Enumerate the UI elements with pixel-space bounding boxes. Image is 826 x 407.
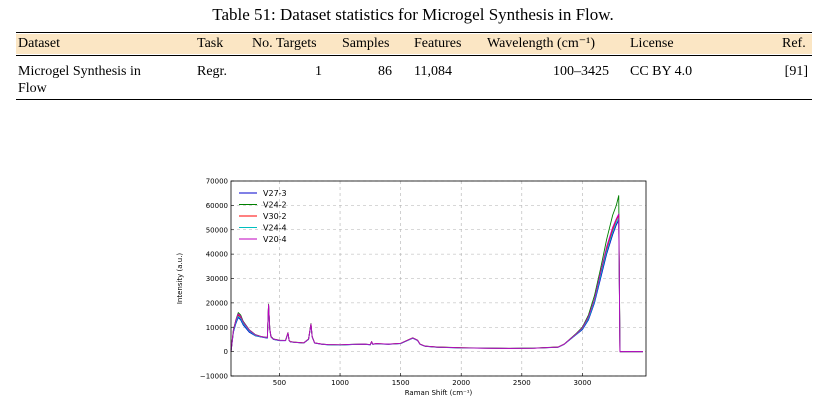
- cell-ref: [91]: [784, 64, 808, 79]
- chart-svg: 500 1000 1500 2000 2500 3000 −10000 0 10000 20000…: [176, 178, 647, 397]
- cell-license: CC BY 4.0: [630, 64, 693, 79]
- series-line-v20-4: [230, 213, 643, 353]
- x-axis-label: Raman Shift (cm⁻¹): [405, 389, 473, 397]
- legend-label: V30-2: [263, 212, 287, 221]
- cell-task: Regr.: [197, 64, 227, 79]
- cell-features: 11,084: [414, 64, 452, 79]
- header-license: License: [630, 36, 674, 51]
- series-line-v27-3: [230, 219, 643, 353]
- cell-wavelength: 100–3425: [553, 64, 609, 79]
- y-tick-label: 30000: [206, 275, 228, 283]
- y-tick-label: 60000: [206, 202, 228, 210]
- header-ref: Ref.: [782, 36, 806, 51]
- header-no-targets: No. Targets: [252, 36, 317, 51]
- table-header-band: [16, 34, 812, 54]
- x-tick-label: 500: [273, 379, 286, 387]
- series-layer: [230, 195, 643, 353]
- header-dataset: Dataset: [18, 36, 60, 51]
- header-task: Task: [197, 36, 224, 51]
- y-axis-label: Intensity (a.u.): [176, 253, 184, 305]
- series-line-v24-2: [230, 195, 643, 353]
- legend-label: V24-2: [263, 201, 287, 210]
- y-tick-label: 50000: [206, 226, 228, 234]
- cell-dataset: Microgel Synthesis in Flow: [18, 63, 141, 97]
- x-tick-label: 2000: [452, 379, 470, 387]
- y-tick-label: 10000: [206, 324, 228, 332]
- table-header-rule: [16, 55, 812, 56]
- legend-label: V20-4: [263, 235, 287, 244]
- x-tick-label: 1000: [331, 379, 349, 387]
- x-tick-label: 3000: [573, 379, 591, 387]
- raman-spectra-chart: 500 1000 1500 2000 2500 3000 −10000 0 10000 20000…: [170, 172, 660, 402]
- table-caption: Table 51: Dataset statistics for Microge…: [212, 5, 614, 24]
- legend: V27-3 V24-2 V30-2 V24-4 V20-4: [239, 189, 287, 244]
- cell-dataset-line1: Microgel Synthesis in: [18, 64, 141, 79]
- tick-layer: 500 1000 1500 2000 2500 3000 −10000 0 10000 20000…: [200, 178, 591, 388]
- y-tick-label: 40000: [206, 251, 228, 259]
- header-features: Features: [414, 36, 462, 51]
- legend-label: V24-4: [263, 224, 287, 233]
- x-tick-label: 2500: [513, 379, 531, 387]
- header-wavelength: Wavelength (cm⁻¹): [487, 36, 596, 51]
- y-tick-label: 0: [224, 348, 228, 356]
- x-tick-label: 1500: [392, 379, 410, 387]
- cell-targets: 1: [315, 64, 322, 79]
- cell-dataset-line2: Flow: [18, 81, 47, 96]
- legend-label: V27-3: [263, 189, 287, 198]
- y-tick-label: 70000: [206, 178, 228, 186]
- cell-samples: 86: [378, 64, 392, 79]
- series-line-v24-4: [230, 217, 643, 353]
- header-samples: Samples: [342, 36, 390, 51]
- table-top-rule: [16, 32, 812, 33]
- y-tick-label: −10000: [200, 373, 228, 381]
- table-bottom-rule: [16, 99, 812, 100]
- y-tick-label: 20000: [206, 299, 228, 307]
